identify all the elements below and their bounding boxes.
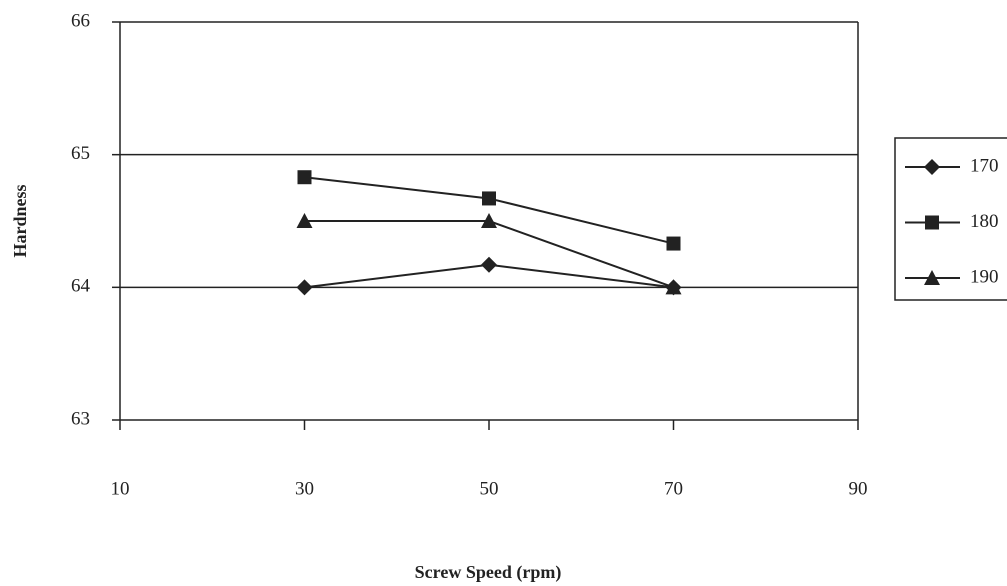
y-tick-label: 63 [71, 408, 90, 429]
y-tick-label: 64 [71, 276, 91, 297]
x-axis-label: Screw Speed (rpm) [415, 562, 562, 583]
y-tick-label: 66 [71, 10, 90, 31]
y-axis-label: Hardness [10, 184, 30, 257]
y-tick-label: 65 [71, 143, 90, 164]
x-tick-label: 90 [849, 478, 868, 499]
x-tick-label: 10 [111, 478, 130, 499]
chart: Hardness Screw Speed (rpm) 63 64 65 66 10 30 5… [0, 0, 1007, 586]
legend-marker [925, 216, 939, 230]
x-tick-label: 30 [295, 478, 314, 499]
legend-label: 170 [970, 155, 999, 176]
x-tick-label: 50 [480, 478, 499, 499]
marker [482, 191, 496, 205]
marker [667, 237, 681, 251]
legend-label: 190 [970, 266, 999, 287]
marker [298, 170, 312, 184]
legend-label: 180 [970, 211, 999, 232]
x-tick-label: 70 [664, 478, 683, 499]
page: Hardness Screw Speed (rpm) 63 64 65 66 10 30 5… [0, 0, 1007, 586]
